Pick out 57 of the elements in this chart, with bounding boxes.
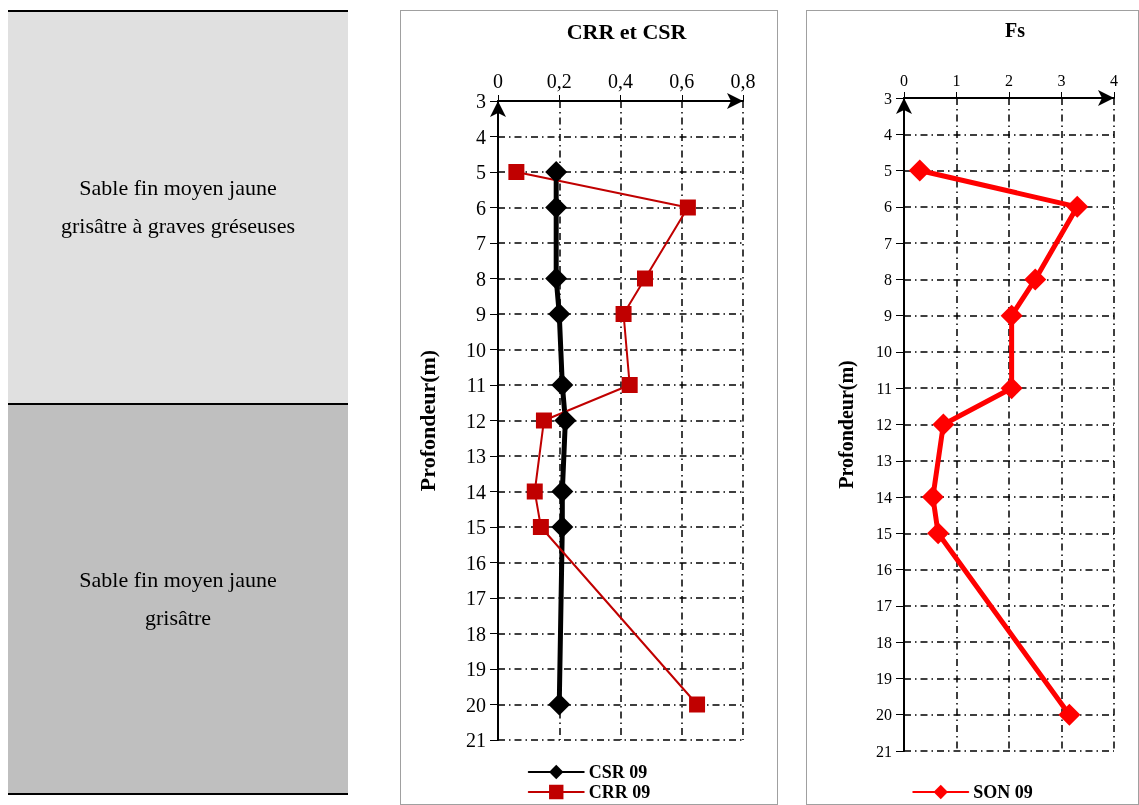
y-tick-label: 15: [466, 516, 486, 538]
y-axis-title: Profondeur(m): [835, 360, 858, 489]
y-tick-label: 16: [466, 551, 486, 574]
y-tick-label: 19: [466, 658, 486, 680]
y-tick-label: 6: [476, 196, 486, 219]
x-tick-label: 0,2: [546, 70, 572, 92]
y-tick-label: 6: [884, 198, 892, 216]
chart-title: Fs: [1005, 19, 1026, 41]
y-tick-label: 7: [884, 234, 892, 252]
x-tick-label: 1: [952, 71, 961, 89]
chart-title: CRR et CSR: [566, 18, 688, 44]
x-tick-label: 4: [1110, 71, 1118, 89]
y-tick-label: 18: [466, 622, 486, 645]
text: Sable fin moyen jaune grisâtre à graves gréseuses: [60, 174, 296, 241]
x-tick-label: 0,8: [730, 70, 756, 92]
legend-label: CRR 09: [588, 782, 651, 802]
y-tick-label: 17: [466, 587, 486, 609]
y-tick-label: 3: [476, 90, 486, 112]
y-tick-label: 16: [876, 561, 892, 579]
y-tick-label: 13: [876, 452, 892, 470]
y-tick-label: 17: [876, 597, 892, 615]
y-tick-label: 20: [466, 693, 486, 716]
x-tick-label: 0: [900, 71, 908, 89]
y-tick-label: 11: [466, 374, 486, 396]
y-tick-label: 5: [884, 162, 892, 180]
y-tick-label: 9: [884, 307, 892, 325]
y-tick-label: 13: [466, 445, 486, 467]
x-tick-label: 3: [1057, 71, 1066, 89]
y-tick-label: 21: [876, 742, 892, 760]
y-tick-label: 14: [876, 488, 892, 506]
x-tick-label: 0: [493, 70, 503, 92]
text: Sable fin moyen jaune grisâtre: [78, 565, 278, 632]
y-tick-label: 8: [476, 267, 486, 290]
x-tick-label: 0,6: [669, 70, 695, 92]
y-tick-label: 5: [476, 161, 486, 183]
y-tick-label: 20: [876, 706, 892, 724]
y-tick-label: 10: [466, 338, 486, 361]
y-tick-label: 9: [476, 303, 486, 325]
y-tick-label: 4: [476, 125, 486, 148]
x-tick-label: 0,4: [608, 70, 633, 92]
y-tick-label: 7: [476, 232, 486, 254]
x-tick-label: 2: [1005, 71, 1013, 89]
y-tick-label: 4: [884, 125, 892, 143]
y-tick-label: 12: [876, 416, 892, 433]
y-tick-label: 15: [876, 524, 892, 542]
y-tick-label: 3: [884, 89, 892, 107]
legend-label: CSR 09: [588, 762, 648, 782]
y-tick-label: 14: [466, 480, 486, 503]
y-axis-title: Profondeur(m): [414, 349, 440, 492]
y-tick-label: 12: [466, 409, 486, 432]
legend-label: SON 09: [973, 782, 1033, 802]
y-tick-label: 8: [884, 270, 892, 288]
y-tick-label: 19: [876, 669, 892, 687]
y-tick-label: 18: [876, 633, 892, 651]
y-tick-label: 21: [466, 729, 486, 751]
y-tick-label: 11: [876, 379, 892, 397]
y-tick-label: 10: [876, 343, 892, 361]
